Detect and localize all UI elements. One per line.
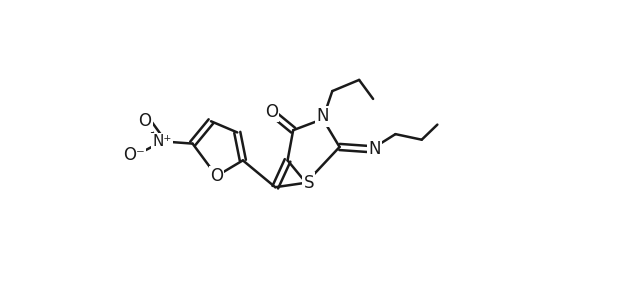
- Text: O: O: [139, 112, 152, 130]
- Text: O⁻: O⁻: [123, 146, 145, 164]
- Text: N: N: [317, 107, 329, 125]
- Text: S: S: [303, 174, 314, 192]
- Text: N: N: [368, 140, 380, 158]
- Text: O: O: [265, 103, 278, 121]
- Text: O: O: [210, 167, 223, 185]
- Text: N⁺: N⁺: [153, 134, 172, 149]
